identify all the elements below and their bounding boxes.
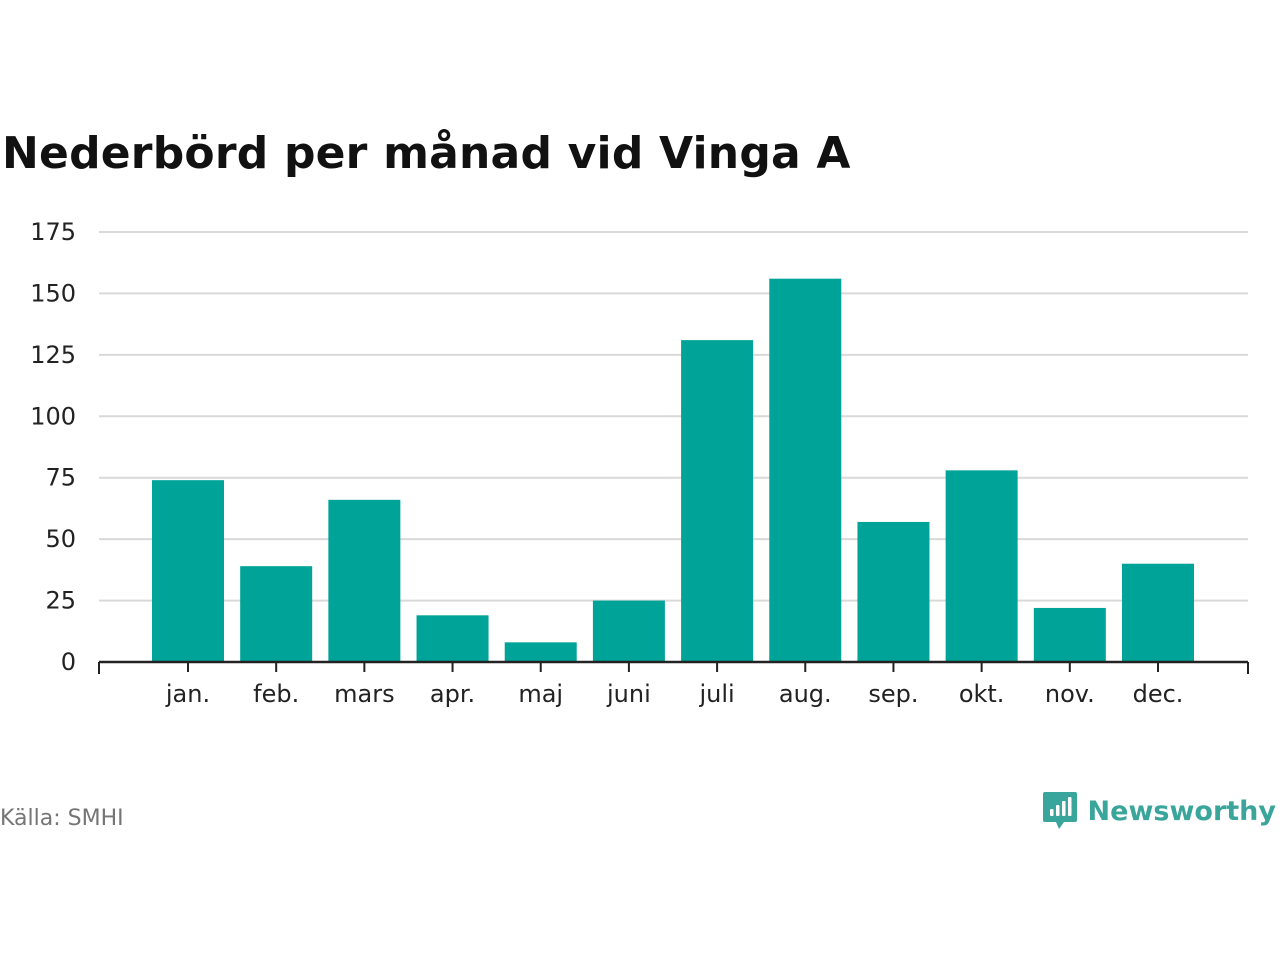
y-tick-label: 75 [45,464,76,492]
newsworthy-logo-icon [1042,792,1077,829]
bar [328,499,401,662]
y-axis-ticks: 0 25 50 75 100 125 150 175 [30,218,76,676]
bar [681,340,754,662]
y-tick-label: 0 [61,648,76,676]
x-tick-label: nov. [1045,680,1095,708]
x-tick-label: sep. [868,680,918,708]
y-tick-label: 100 [30,402,76,430]
x-tick-label: maj [518,680,563,708]
y-tick-label: 175 [30,218,76,246]
x-tick-label: apr. [430,680,475,708]
x-tick-label: okt. [959,680,1005,708]
x-tick-label: juni [606,680,651,708]
y-tick-label: 50 [45,525,76,553]
source-note: Källa: SMHI [0,806,124,831]
x-tick-label: feb. [253,680,299,708]
bar [769,278,842,662]
brand-logo[interactable]: Newsworthy [1042,790,1276,832]
bar [240,566,313,662]
x-tick-label: juli [698,680,734,708]
bar [504,642,577,662]
chart-title: Nederbörd per månad vid Vinga A [2,128,851,179]
bar [416,615,489,662]
x-axis [98,660,1249,674]
bar [152,480,224,662]
y-tick-label: 25 [45,587,76,615]
bar [592,600,665,662]
bar [1122,563,1194,662]
gridlines [99,231,1248,602]
bar [1033,607,1106,662]
brand-name: Newsworthy [1087,795,1276,827]
bar [857,521,930,662]
x-tick-label: aug. [779,680,832,708]
x-tick-label: jan. [165,680,210,708]
x-tick-label: dec. [1133,680,1184,708]
x-tick-label: mars [334,680,394,708]
y-tick-label: 125 [30,341,76,369]
bar [945,470,1018,662]
bars [152,278,1194,662]
x-axis-ticks: jan. feb. mars apr. maj juni juli aug. sep. okt. n… [165,662,1184,708]
y-tick-label: 150 [30,279,76,307]
